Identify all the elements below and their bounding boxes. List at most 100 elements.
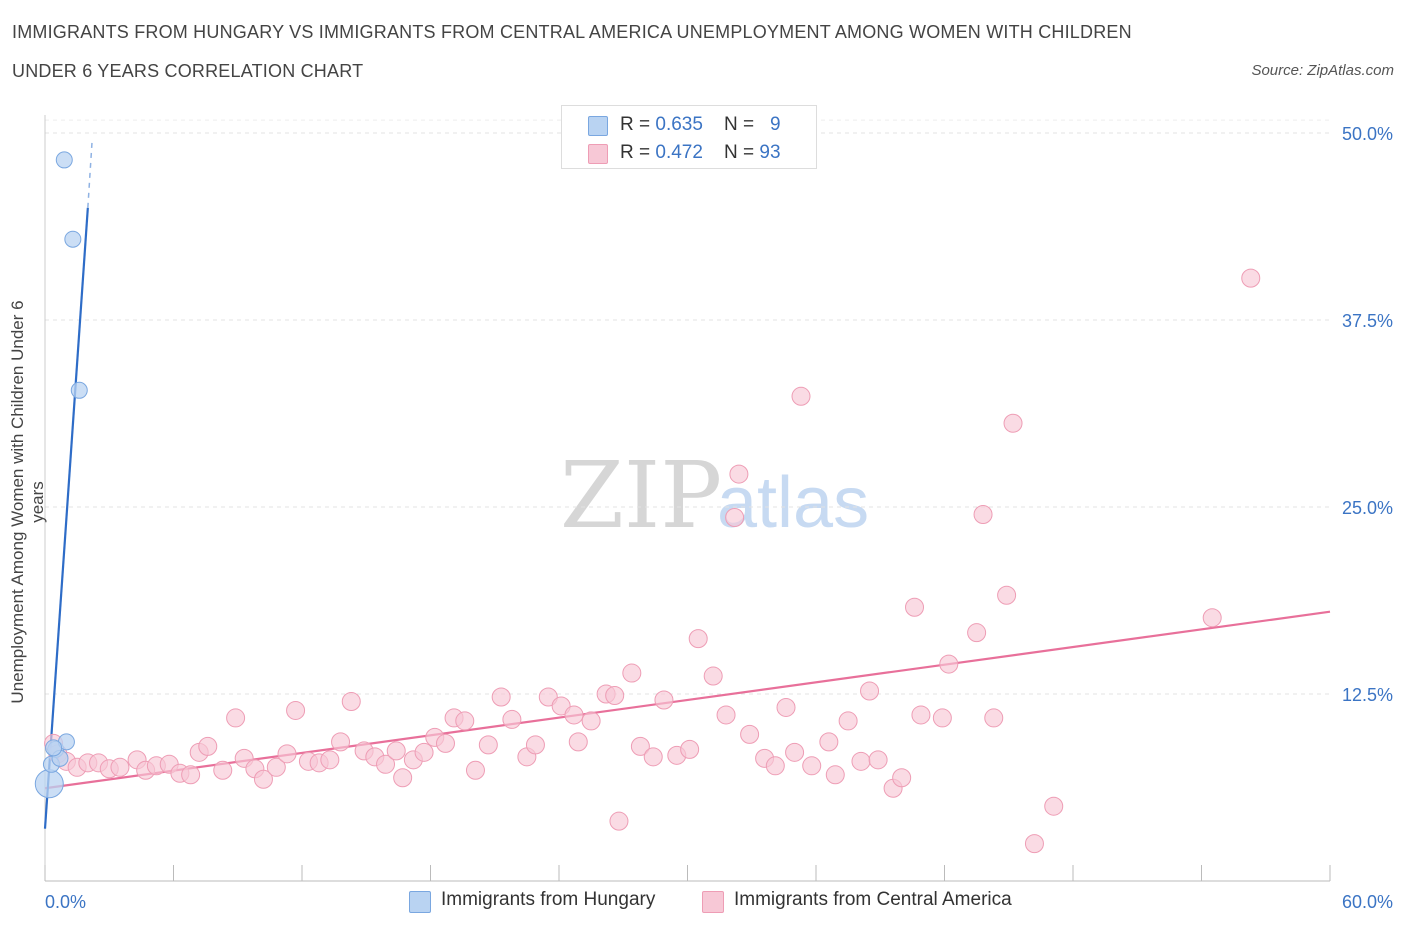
central-america-point: [331, 732, 351, 752]
central-america-point: [478, 735, 498, 755]
y-tick-label: 37.5%: [1342, 311, 1393, 331]
central-america-point: [564, 705, 584, 725]
central-america-point: [785, 742, 805, 762]
central-america-point: [825, 765, 845, 785]
central-america-point: [729, 464, 749, 484]
central-america-point: [198, 736, 218, 756]
central-america-point: [716, 705, 736, 725]
hungary-point: [70, 381, 88, 399]
central-america-point: [341, 691, 361, 711]
central-america-point: [581, 711, 601, 731]
central-america-point: [630, 736, 650, 756]
central-america-point: [1241, 268, 1261, 288]
central-america-point: [286, 700, 306, 720]
central-america-point: [465, 760, 485, 780]
central-america-point: [226, 708, 246, 728]
data-points: [34, 151, 1261, 854]
bottom-legend-swatch-hungary: [409, 891, 431, 913]
tick-labels: 12.5% 25.0% 37.5% 50.0% 0.0% 60.0%: [45, 124, 1393, 912]
central-america-point: [609, 811, 629, 831]
central-america-point: [502, 709, 522, 729]
x-tick-label: 60.0%: [1342, 892, 1393, 912]
x-tick-label: 0.0%: [45, 892, 86, 912]
central-america-point: [791, 386, 811, 406]
legend-swatch-central-america: [588, 144, 608, 164]
trend-lines: [43, 140, 1331, 829]
central-america-point: [110, 757, 130, 777]
central-america-point: [1024, 834, 1044, 854]
central-america-point: [819, 732, 839, 752]
legend-n-value-central-america: 93: [759, 142, 781, 163]
central-america-point: [851, 751, 871, 771]
y-tick-label: 12.5%: [1342, 685, 1393, 705]
legend-r-label: R =: [620, 114, 656, 135]
chart-title-line-1: IMMIGRANTS FROM HUNGARY VS IMMIGRANTS FR…: [12, 22, 1132, 42]
central-america-point: [765, 756, 785, 776]
central-america-point: [860, 681, 880, 701]
central-america-trend-line: [44, 610, 1331, 790]
legend-r-value-central-america: 0.472: [655, 142, 703, 163]
central-america-point: [320, 750, 340, 770]
bottom-legend-swatch-central-america: [702, 891, 724, 913]
central-america-point: [911, 705, 931, 725]
central-america-point: [213, 760, 233, 780]
hungary-point: [45, 739, 63, 757]
central-america-point: [868, 750, 888, 770]
axes: [44, 115, 1331, 882]
source-label: Source: ZipAtlas.com: [1251, 62, 1394, 79]
central-america-point: [568, 732, 588, 752]
central-america-point: [455, 711, 475, 731]
central-america-point: [1003, 413, 1023, 433]
central-america-point: [393, 768, 413, 788]
legend-r-label: R =: [620, 142, 656, 163]
y-tick-label: 25.0%: [1342, 498, 1393, 518]
central-america-point: [984, 708, 1004, 728]
central-america-point: [386, 741, 406, 761]
central-america-point: [1202, 608, 1222, 628]
central-america-point: [376, 754, 396, 774]
central-america-point: [491, 687, 511, 707]
watermark-zip: ZIP: [560, 442, 722, 549]
central-america-point: [932, 708, 952, 728]
chart-title-line-2: UNDER 6 YEARS CORRELATION CHART: [12, 61, 364, 81]
central-america-point: [654, 690, 674, 710]
bottom-legend-label-hungary: Immigrants from Hungary: [441, 889, 656, 910]
legend-n-value-hungary: 9: [769, 114, 781, 135]
hungary-point: [64, 230, 82, 248]
central-america-point: [939, 654, 959, 674]
hungary-trend-line: [43, 207, 89, 829]
legend-n-label: N =: [724, 142, 760, 163]
legend-swatch-hungary: [588, 116, 608, 136]
central-america-point: [802, 756, 822, 776]
central-america-point: [997, 585, 1017, 605]
central-america-point: [181, 765, 201, 785]
hungary-trend-extension: [87, 140, 93, 208]
central-america-point: [967, 623, 987, 643]
grid-lines: [45, 119, 1330, 695]
central-america-point: [277, 744, 297, 764]
legend-n-label: N =: [724, 114, 760, 135]
central-america-point: [253, 769, 273, 789]
central-america-point: [605, 685, 625, 705]
hungary-point: [55, 151, 73, 169]
central-america-point: [680, 739, 700, 759]
central-america-point: [892, 768, 912, 788]
correlation-legend: R = 0.635 N = 9 R = 0.472 N = 93: [561, 105, 817, 169]
central-america-point: [435, 733, 455, 753]
central-america-point: [525, 735, 545, 755]
bottom-legend-label-central-america: Immigrants from Central America: [734, 889, 1012, 910]
central-america-point: [740, 724, 760, 744]
hungary-point: [34, 769, 64, 799]
central-america-point: [905, 597, 925, 617]
central-america-point: [622, 663, 642, 683]
central-america-point: [1044, 796, 1064, 816]
legend-r-value-hungary: 0.635: [655, 114, 703, 135]
y-tick-label: 50.0%: [1342, 124, 1393, 144]
central-america-point: [838, 711, 858, 731]
central-america-point: [688, 629, 708, 649]
central-america-point: [703, 666, 723, 686]
y-axis-label: Unemployment Among Women with Children U…: [8, 300, 47, 704]
central-america-point: [266, 757, 286, 777]
central-america-point: [725, 507, 745, 527]
central-america-point: [973, 504, 993, 524]
